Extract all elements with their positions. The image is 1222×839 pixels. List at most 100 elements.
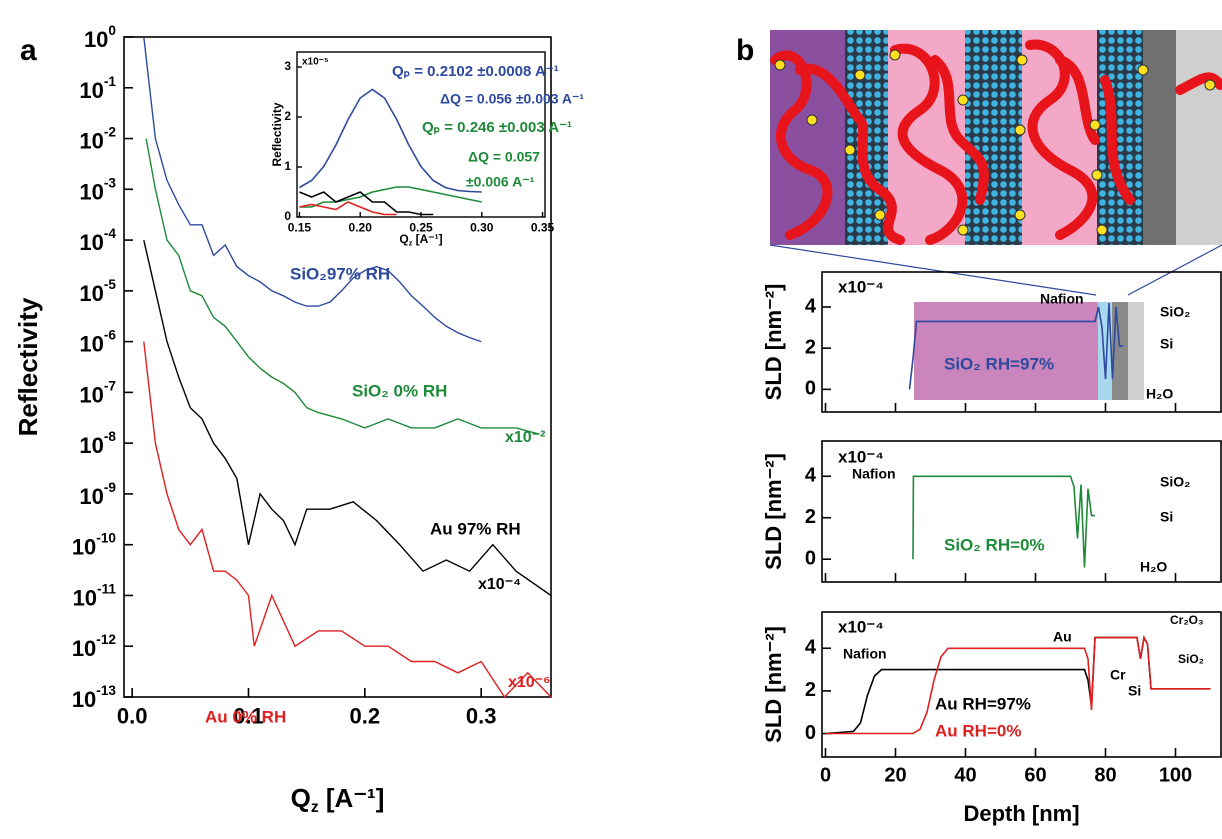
y-axis-label: SLD [nm⁻²] <box>761 284 786 401</box>
y-axis-label: SLD [nm⁻²] <box>761 626 786 743</box>
series-line <box>145 138 540 435</box>
y-tick-label: 10-10 <box>72 530 117 559</box>
y-tick-label: 100 <box>84 23 116 52</box>
y-tick-base: 10 <box>79 433 103 458</box>
y-tick-exponent: -3 <box>104 175 117 190</box>
annotation: x10⁻⁵ <box>302 57 329 68</box>
y-tick-label: 10-5 <box>79 276 116 305</box>
annotation: x10⁻⁴ <box>838 447 884 466</box>
series-line <box>299 201 397 216</box>
y-tick-exponent: -4 <box>104 226 117 241</box>
plot-frame <box>821 271 1222 413</box>
y-tick-base: 10 <box>79 128 103 153</box>
y-tick-base: 10 <box>73 585 97 610</box>
y-tick-label: 10-3 <box>79 175 116 204</box>
annotation: ΔQ = 0.057 <box>468 149 540 165</box>
annotation: Si <box>1160 336 1173 352</box>
y-tick-base: 10 <box>84 27 108 52</box>
y-tick-exponent: -6 <box>104 327 117 342</box>
y-tick-exponent: -10 <box>96 530 116 545</box>
y-tick-label: 4 <box>805 637 817 659</box>
y-tick-label: 0 <box>284 209 291 223</box>
annotation: SiO₂ 0% RH <box>352 381 447 400</box>
annotation: Au 0% RH <box>205 707 286 726</box>
annotation: x10⁻⁴ <box>838 617 884 636</box>
x-label-main: Q <box>291 783 311 813</box>
series-line <box>299 88 482 193</box>
y-tick-exponent: -7 <box>104 378 116 393</box>
annotation: Au <box>1053 629 1072 645</box>
y-tick-label: 2 <box>284 109 291 123</box>
x-tick-label: 0.25 <box>409 221 433 235</box>
y-tick-base: 10 <box>79 484 103 509</box>
x-tick-label: 0.30 <box>470 221 494 235</box>
y-tick-label: 2 <box>805 506 816 528</box>
annotation: Nafion <box>852 466 896 482</box>
annotation: SiO₂97% RH <box>290 264 390 283</box>
y-tick-base: 10 <box>79 230 103 255</box>
x-label-sub: z <box>409 239 413 248</box>
x-tick-label: 0 <box>820 764 831 786</box>
y-tick-exponent: -8 <box>104 429 117 444</box>
x-tick-label: 60 <box>1024 764 1046 786</box>
y-tick-label: 10-11 <box>73 581 117 610</box>
y-tick-label: 4 <box>805 465 817 487</box>
x-label-rest: [A⁻¹] <box>412 232 442 246</box>
y-tick-base: 10 <box>79 179 103 204</box>
annotation: x10⁻⁴ <box>478 576 521 593</box>
series-line <box>143 341 552 699</box>
x-axis-label: Qz [A⁻¹] <box>291 783 385 816</box>
y-tick-base: 10 <box>79 382 103 407</box>
series-line <box>143 36 482 343</box>
x-tick-label: 0.15 <box>288 221 312 235</box>
y-tick-label: 2 <box>805 336 816 358</box>
y-tick-exponent: -2 <box>104 124 117 139</box>
y-tick-base: 10 <box>72 535 96 560</box>
x-tick-label: 0.35 <box>531 221 555 235</box>
annotation: Nafion <box>843 646 887 662</box>
annotation: Cr₂O₃ <box>1170 613 1204 627</box>
y-tick-label: 2 <box>805 679 816 701</box>
y-tick-label: 0 <box>805 547 816 569</box>
y-tick-exponent: 0 <box>108 23 116 38</box>
annotation: SiO₂ RH=97% <box>944 354 1054 373</box>
series-line <box>143 239 552 597</box>
y-tick-exponent: -5 <box>104 276 117 291</box>
y-tick-exponent: -1 <box>104 73 117 88</box>
y-tick-label: 10-13 <box>72 683 117 712</box>
y-tick-label: 10-7 <box>79 378 116 407</box>
y-tick-label: 4 <box>805 295 817 317</box>
y-tick-base: 10 <box>79 281 103 306</box>
y-tick-label: 10-9 <box>79 480 116 509</box>
y-tick-label: 10-4 <box>79 226 116 255</box>
x-tick-label: 80 <box>1094 764 1116 786</box>
series-line <box>908 302 1123 390</box>
y-tick-base: 10 <box>72 636 96 661</box>
y-tick-label: 10-12 <box>72 632 117 661</box>
annotation: Au 97% RH <box>430 519 521 538</box>
x-tick-label: 0.0 <box>117 704 148 729</box>
x-tick-label: 0.2 <box>350 704 381 729</box>
y-axis-label: Reflectivity <box>13 297 43 436</box>
y-tick-label: 10-6 <box>79 327 116 356</box>
annotation: ±0.006 A⁻¹ <box>466 174 535 190</box>
x-label-sub: z <box>311 799 319 816</box>
x-tick-label: 0.3 <box>466 704 497 729</box>
x-tick-label: 0.20 <box>349 221 373 235</box>
y-tick-label: 0 <box>805 378 816 400</box>
y-tick-exponent: -12 <box>96 632 116 647</box>
x-tick-label: 20 <box>884 764 906 786</box>
y-tick-exponent: -11 <box>97 581 116 596</box>
y-axis-label: SLD [nm⁻²] <box>761 453 786 570</box>
schematic <box>769 30 1222 296</box>
annotation: x10⁻⁶ <box>508 674 551 691</box>
panel-label: b <box>736 34 754 67</box>
annotation: Qₚ = 0.2102 ±0.0008 A⁻¹ <box>392 63 559 80</box>
plot-frame <box>821 611 1222 758</box>
annotation: Si <box>1128 683 1141 699</box>
series-line <box>299 186 482 208</box>
x-tick-label: 40 <box>954 764 976 786</box>
sld-highlights <box>914 302 1144 400</box>
y-tick-base: 10 <box>72 687 96 712</box>
